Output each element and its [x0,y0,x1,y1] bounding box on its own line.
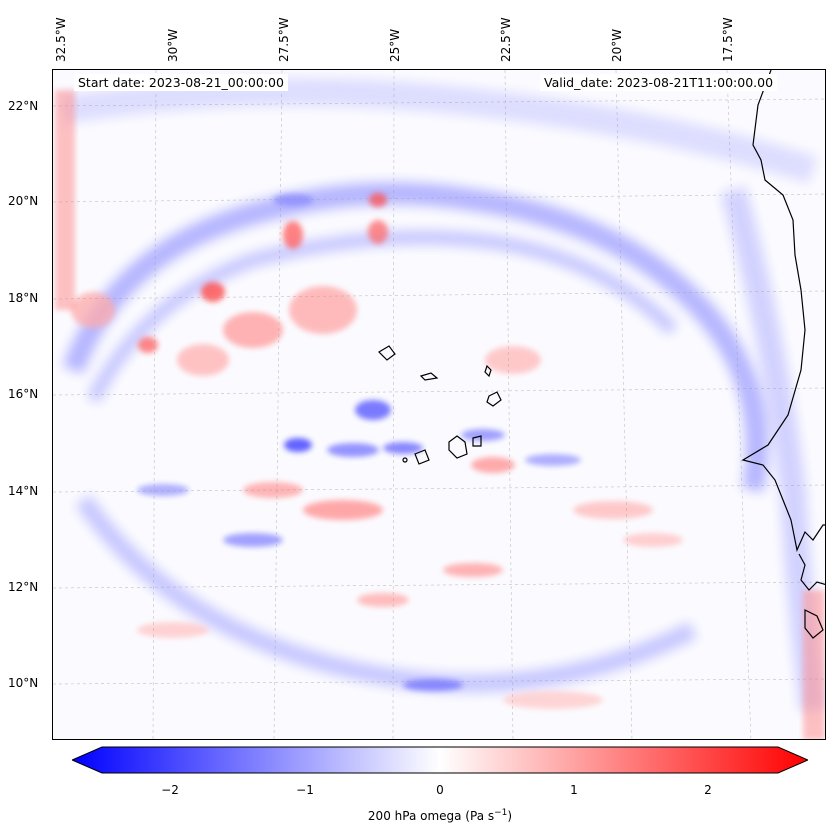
colorbar-tick-minus-2: −2 [161,783,179,797]
lat-label-18n: 18°N [8,291,39,305]
colorbar-label-exponent: −1 [494,808,508,818]
coastline [741,70,825,639]
left-edge-stripe [55,90,75,310]
graticule [53,70,825,739]
lat-label-20n: 20°N [8,194,39,208]
start-date-label: Start date: 2023-08-21_00:00:00 [74,74,288,91]
lon-label-20w: 20°W [610,28,624,62]
colorbar-label-text: 200 hPa omega (Pa s [367,809,495,823]
colorbar [72,746,808,774]
colorbar-tick-0: 0 [436,783,444,797]
colorbar-label-suffix: ) [507,809,513,823]
descent-arc [60,78,825,712]
lon-label-17-5w: 17.5°W [721,17,735,62]
lon-label-30w: 30°W [166,28,180,62]
lat-label-14n: 14°N [8,484,39,498]
omega-field [53,70,825,739]
lon-label-22-5w: 22.5°W [499,17,513,62]
lat-label-12n: 12°N [8,580,39,594]
cape-verde-islands [378,345,502,465]
map-panel [52,69,826,740]
colorbar-label: 200 hPa omega (Pa s−1) [368,808,512,823]
lon-label-32-5w: 32.5°W [54,17,68,62]
lat-label-10n: 10°N [8,676,39,690]
lat-label-16n: 16°N [8,387,39,401]
lon-label-25w: 25°W [388,28,402,62]
ascent-patches [71,193,683,709]
descent-patches [137,194,581,691]
colorbar-tick-minus-1: −1 [296,783,314,797]
colorbar-tick-1: 1 [570,783,578,797]
right-edge-stripe [803,590,825,739]
lon-label-27-5w: 27.5°W [277,17,291,62]
colorbar-tick-2: 2 [704,783,712,797]
lat-label-22n: 22°N [8,99,39,113]
valid-date-label: Valid_date: 2023-08-21T11:00:00.00 [540,74,778,91]
